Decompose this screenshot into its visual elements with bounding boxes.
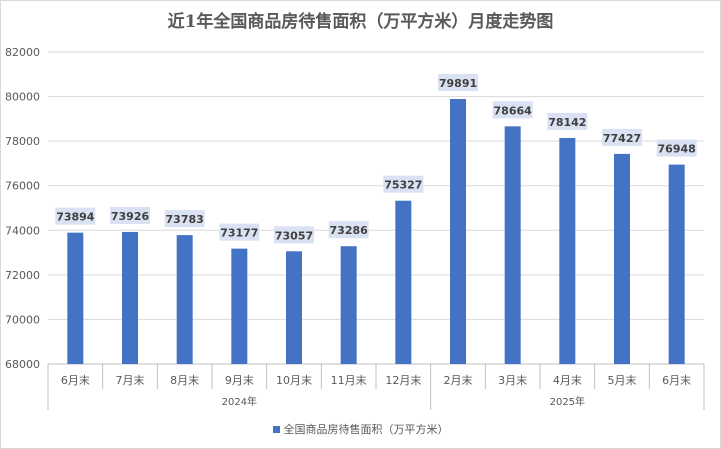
group-label: 2024年 [222, 395, 257, 408]
data-label: 78142 [548, 116, 586, 129]
data-label: 73926 [111, 210, 150, 223]
x-tick-label: 11月末 [331, 373, 367, 387]
y-tick-label: 70000 [5, 313, 40, 326]
data-label: 73894 [56, 211, 95, 224]
data-label-background [328, 221, 369, 239]
data-label: 77427 [603, 132, 641, 145]
bar [668, 164, 685, 364]
x-tick-label: 6月末 [61, 373, 90, 387]
bar [504, 126, 521, 364]
bar [340, 246, 357, 364]
legend-swatch [272, 426, 280, 433]
legend: 全国商品房待售面积（万平方米） [0, 421, 721, 437]
data-label-background [602, 128, 642, 146]
x-tick-label: 8月末 [170, 373, 199, 387]
legend-label: 全国商品房待售面积（万平方米） [283, 423, 449, 436]
bar [450, 99, 466, 364]
y-tick-label: 82000 [5, 46, 40, 59]
data-label-background [274, 226, 314, 244]
data-label: 73286 [330, 224, 369, 237]
bar [67, 232, 84, 364]
bar [122, 231, 138, 364]
x-tick-label: 12月末 [385, 373, 421, 387]
y-tick-label: 68000 [5, 358, 40, 371]
y-tick-label: 80000 [5, 91, 40, 104]
data-label: 73057 [275, 229, 313, 242]
data-label-background [383, 175, 424, 193]
bar [395, 200, 412, 364]
data-label: 75327 [384, 179, 422, 192]
bar [286, 251, 302, 364]
data-label: 78664 [494, 104, 533, 117]
data-label-background [492, 101, 533, 119]
x-tick-label: 2月末 [444, 373, 473, 387]
data-label: 73783 [166, 213, 204, 226]
chart-title: 近1年全国商品房待售面积（万平方米）月度走势图 [167, 12, 554, 32]
data-label-background [219, 223, 260, 241]
x-tick-label: 7月末 [116, 373, 145, 387]
x-tick-label: 3月末 [498, 373, 527, 387]
bar [231, 248, 248, 364]
x-tick-label: 4月末 [553, 373, 582, 387]
data-label-background [164, 210, 205, 228]
y-tick-label: 76000 [5, 180, 40, 193]
data-label-background [656, 139, 697, 157]
data-label-background [110, 206, 150, 224]
x-tick-label: 5月末 [608, 373, 637, 387]
y-tick-label: 74000 [5, 224, 40, 237]
x-tick-label: 10月末 [276, 373, 312, 387]
data-label-background [438, 74, 478, 92]
y-tick-label: 78000 [5, 135, 40, 148]
data-label: 79891 [439, 77, 477, 90]
x-tick-label: 6月末 [662, 373, 691, 387]
x-tick-label: 9月末 [225, 373, 254, 387]
data-label-background [547, 112, 588, 130]
bar [614, 153, 630, 364]
group-label: 2025年 [550, 395, 585, 408]
data-label: 73177 [220, 227, 258, 240]
data-label-background [55, 207, 96, 225]
bar [559, 137, 576, 364]
y-tick-label: 72000 [5, 269, 40, 282]
data-label: 76948 [658, 143, 696, 156]
bar [176, 235, 193, 364]
